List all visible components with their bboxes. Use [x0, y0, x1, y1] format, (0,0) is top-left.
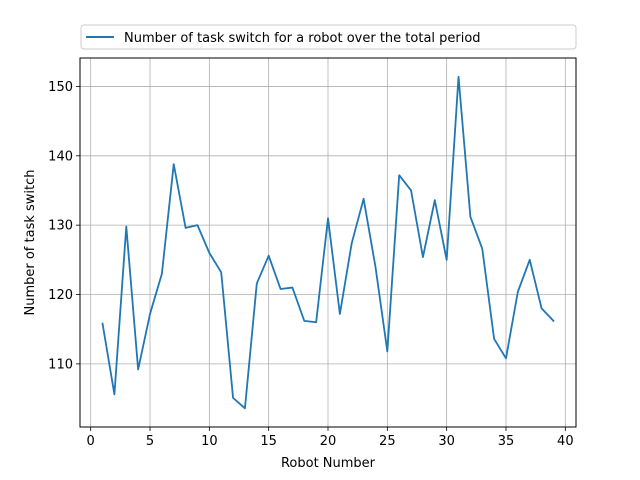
y-tick-label: 110 — [48, 357, 73, 372]
x-tick-label: 10 — [201, 434, 218, 449]
x-tick-label: 40 — [557, 434, 574, 449]
y-tick-label: 140 — [48, 149, 73, 164]
x-tick-label: 20 — [320, 434, 337, 449]
series-layer — [101, 75, 555, 410]
y-tick-label: 120 — [48, 288, 73, 303]
legend: Number of task switch for a robot over t… — [80, 24, 577, 50]
x-axis-label: Robot Number — [281, 456, 376, 471]
x-tick-label: 30 — [438, 434, 455, 449]
x-axis: 0 5 10 15 20 25 30 35 40 — [87, 427, 574, 449]
x-tick-label: 0 — [87, 434, 95, 449]
x-tick-label: 35 — [498, 434, 515, 449]
y-axis: 110 120 130 140 150 — [48, 80, 80, 372]
legend-box — [80, 24, 577, 50]
x-tick-label: 5 — [146, 434, 154, 449]
y-axis-label: Number of task switch — [23, 169, 38, 315]
legend-label: Number of task switch for a robot over t… — [124, 31, 481, 46]
series-line — [101, 75, 555, 410]
x-tick-label: 15 — [260, 434, 277, 449]
x-tick-label: 25 — [379, 434, 396, 449]
y-tick-label: 130 — [48, 219, 73, 234]
grid — [80, 58, 576, 427]
y-tick-label: 150 — [48, 80, 73, 95]
